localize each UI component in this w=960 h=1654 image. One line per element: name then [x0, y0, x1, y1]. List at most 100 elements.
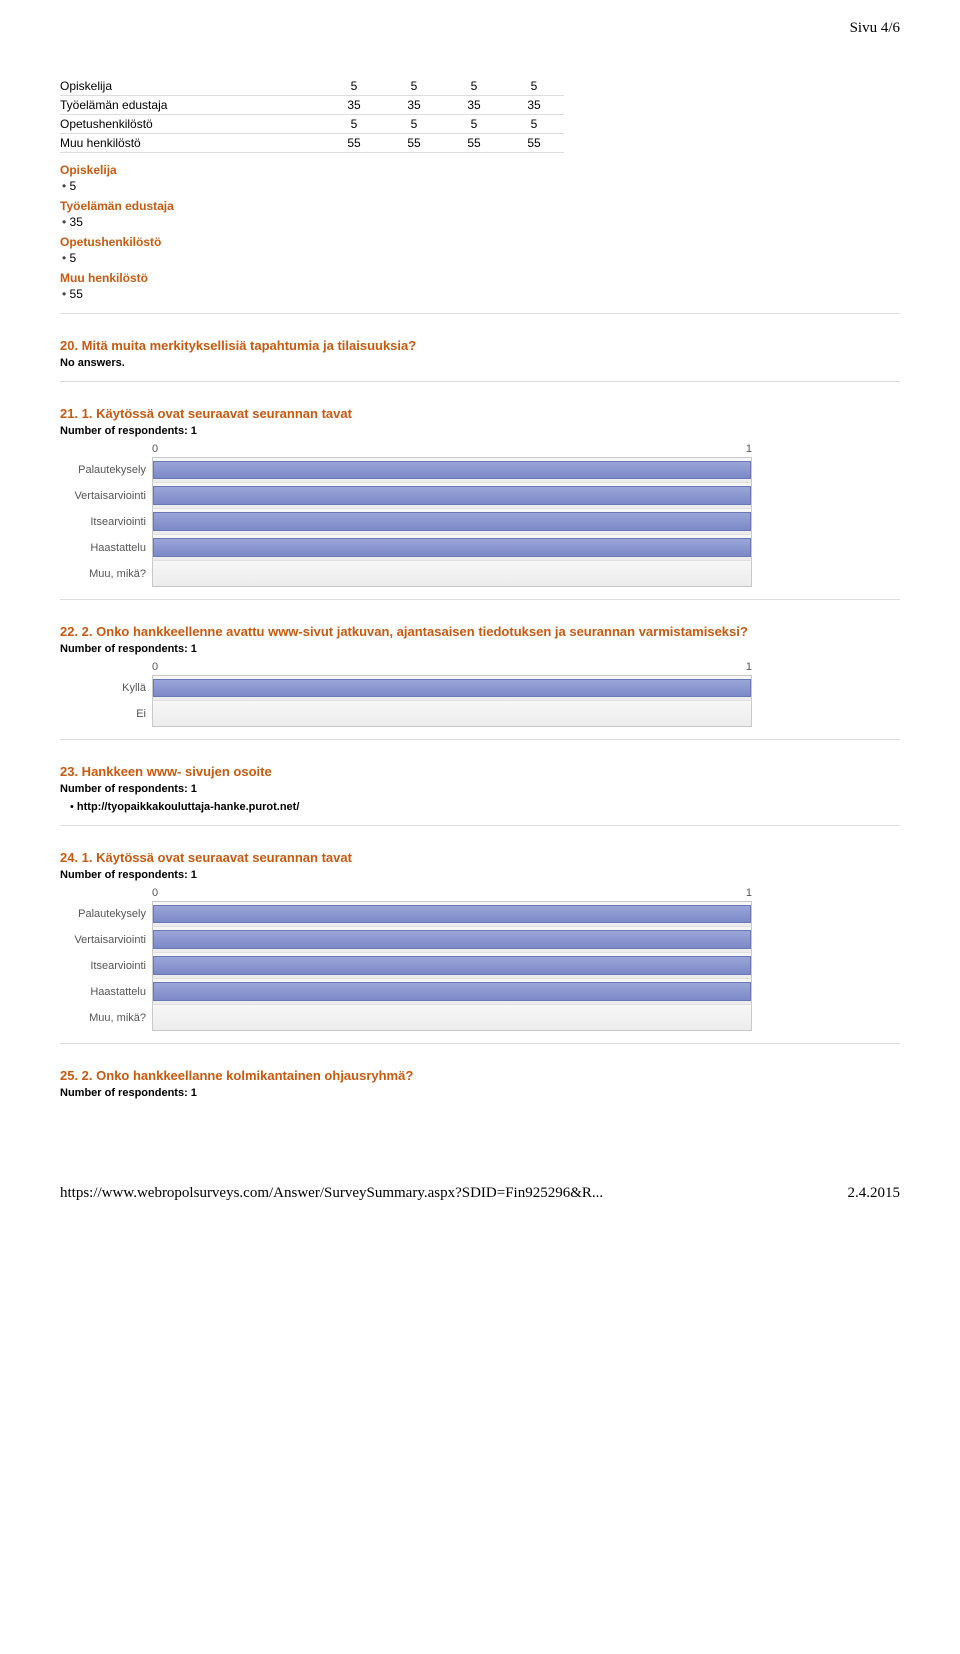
- question-23-title: 23. Hankkeen www- sivujen osoite: [60, 764, 900, 779]
- table-row: Opetushenkilöstö 5 5 5 5: [60, 115, 564, 134]
- respondents-count: Number of respondents: 1: [60, 425, 900, 437]
- cell: 55: [444, 134, 504, 153]
- bar-cell: [152, 535, 752, 561]
- page-footer: https://www.webropolsurveys.com/Answer/S…: [0, 1145, 960, 1222]
- respondents-count: Number of respondents: 1: [60, 643, 900, 655]
- cell: 5: [444, 115, 504, 134]
- chart-row: Ei: [62, 701, 752, 727]
- chart-row: Palautekysely: [62, 901, 752, 927]
- divider: [60, 381, 900, 382]
- bar-fill: [153, 538, 751, 557]
- chart-row: Haastattelu: [62, 535, 752, 561]
- bar-cell: [152, 483, 752, 509]
- divider: [60, 739, 900, 740]
- chart-row-label: Muu, mikä?: [62, 561, 152, 587]
- page-indicator: Sivu 4/6: [60, 20, 900, 77]
- chart-row: Muu, mikä?: [62, 1005, 752, 1031]
- kv-list: Opiskelija 5 Työelämän edustaja 35 Opetu…: [60, 163, 900, 301]
- chart-row-label: Itsearviointi: [62, 953, 152, 979]
- chart-row-label: Haastattelu: [62, 979, 152, 1005]
- bar-fill: [153, 982, 751, 1001]
- question-20-title: 20. Mitä muita merkityksellisiä tapahtum…: [60, 338, 900, 353]
- cell: 35: [444, 96, 504, 115]
- chart-row-label: Palautekysely: [62, 901, 152, 927]
- bar-cell: [152, 561, 752, 587]
- bar-cell: [152, 701, 752, 727]
- bar-cell: [152, 927, 752, 953]
- bar-cell: [152, 953, 752, 979]
- bar-cell: [152, 1005, 752, 1031]
- chart-row: Itsearviointi: [62, 953, 752, 979]
- chart-q21: 01PalautekyselyVertaisarviointiItsearvio…: [62, 443, 900, 587]
- bar-fill: [153, 956, 751, 975]
- cell: 35: [504, 96, 564, 115]
- row-label: Muu henkilöstö: [60, 134, 324, 153]
- chart-row-label: Kyllä: [62, 675, 152, 701]
- bar-fill: [153, 679, 751, 697]
- bar-cell: [152, 457, 752, 483]
- chart-row: Haastattelu: [62, 979, 752, 1005]
- chart-row: Vertaisarviointi: [62, 483, 752, 509]
- chart-q24: 01PalautekyselyVertaisarviointiItsearvio…: [62, 887, 900, 1031]
- axis-max: 1: [746, 887, 752, 899]
- no-answers-note: No answers.: [60, 357, 900, 369]
- table-row: Työelämän edustaja 35 35 35 35: [60, 96, 564, 115]
- respondents-count: Number of respondents: 1: [60, 1087, 900, 1099]
- kv-label: Opetushenkilöstö: [60, 235, 900, 249]
- row-label: Opetushenkilöstö: [60, 115, 324, 134]
- table-row: Opiskelija 5 5 5 5: [60, 77, 564, 96]
- chart-row-label: Vertaisarviointi: [62, 927, 152, 953]
- cell: 55: [504, 134, 564, 153]
- axis-max: 1: [746, 661, 752, 673]
- cell: 55: [384, 134, 444, 153]
- bar-cell: [152, 675, 752, 701]
- question-22-title: 22. 2. Onko hankkeellenne avattu www-siv…: [60, 624, 900, 639]
- bar-fill: [153, 486, 751, 505]
- bar-cell: [152, 979, 752, 1005]
- data-table: Opiskelija 5 5 5 5 Työelämän edustaja 35…: [60, 77, 564, 153]
- question-25-title: 25. 2. Onko hankkeellanne kolmikantainen…: [60, 1068, 900, 1083]
- chart-q22: 01KylläEi: [62, 661, 900, 727]
- cell: 35: [384, 96, 444, 115]
- chart-row: Palautekysely: [62, 457, 752, 483]
- bar-fill: [153, 905, 751, 923]
- bar-cell: [152, 509, 752, 535]
- chart-row: Vertaisarviointi: [62, 927, 752, 953]
- bar-cell: [152, 901, 752, 927]
- chart-row-label: Itsearviointi: [62, 509, 152, 535]
- bar-fill: [153, 512, 751, 531]
- divider: [60, 313, 900, 314]
- chart-row: Itsearviointi: [62, 509, 752, 535]
- kv-value: 55: [62, 287, 900, 301]
- footer-url: https://www.webropolsurveys.com/Answer/S…: [60, 1185, 603, 1202]
- bar-fill: [153, 930, 751, 949]
- row-label: Työelämän edustaja: [60, 96, 324, 115]
- bar-fill: [153, 461, 751, 479]
- row-label: Opiskelija: [60, 77, 324, 96]
- question-21-title: 21. 1. Käytössä ovat seuraavat seurannan…: [60, 406, 900, 421]
- cell: 5: [324, 77, 384, 96]
- cell: 35: [324, 96, 384, 115]
- chart-row-label: Muu, mikä?: [62, 1005, 152, 1031]
- divider: [60, 599, 900, 600]
- cell: 5: [384, 115, 444, 134]
- chart-row-label: Vertaisarviointi: [62, 483, 152, 509]
- chart-row: Muu, mikä?: [62, 561, 752, 587]
- project-url: http://tyopaikkakouluttaja-hanke.purot.n…: [70, 801, 900, 813]
- cell: 5: [384, 77, 444, 96]
- kv-label: Opiskelija: [60, 163, 900, 177]
- kv-label: Muu henkilöstö: [60, 271, 900, 285]
- chart-row-label: Ei: [62, 701, 152, 727]
- cell: 5: [324, 115, 384, 134]
- kv-value: 35: [62, 215, 900, 229]
- kv-value: 5: [62, 251, 900, 265]
- cell: 5: [504, 77, 564, 96]
- chart-row-label: Palautekysely: [62, 457, 152, 483]
- cell: 55: [324, 134, 384, 153]
- respondents-count: Number of respondents: 1: [60, 869, 900, 881]
- footer-date: 2.4.2015: [848, 1185, 901, 1202]
- kv-label: Työelämän edustaja: [60, 199, 900, 213]
- respondents-count: Number of respondents: 1: [60, 783, 900, 795]
- divider: [60, 1043, 900, 1044]
- chart-row-label: Haastattelu: [62, 535, 152, 561]
